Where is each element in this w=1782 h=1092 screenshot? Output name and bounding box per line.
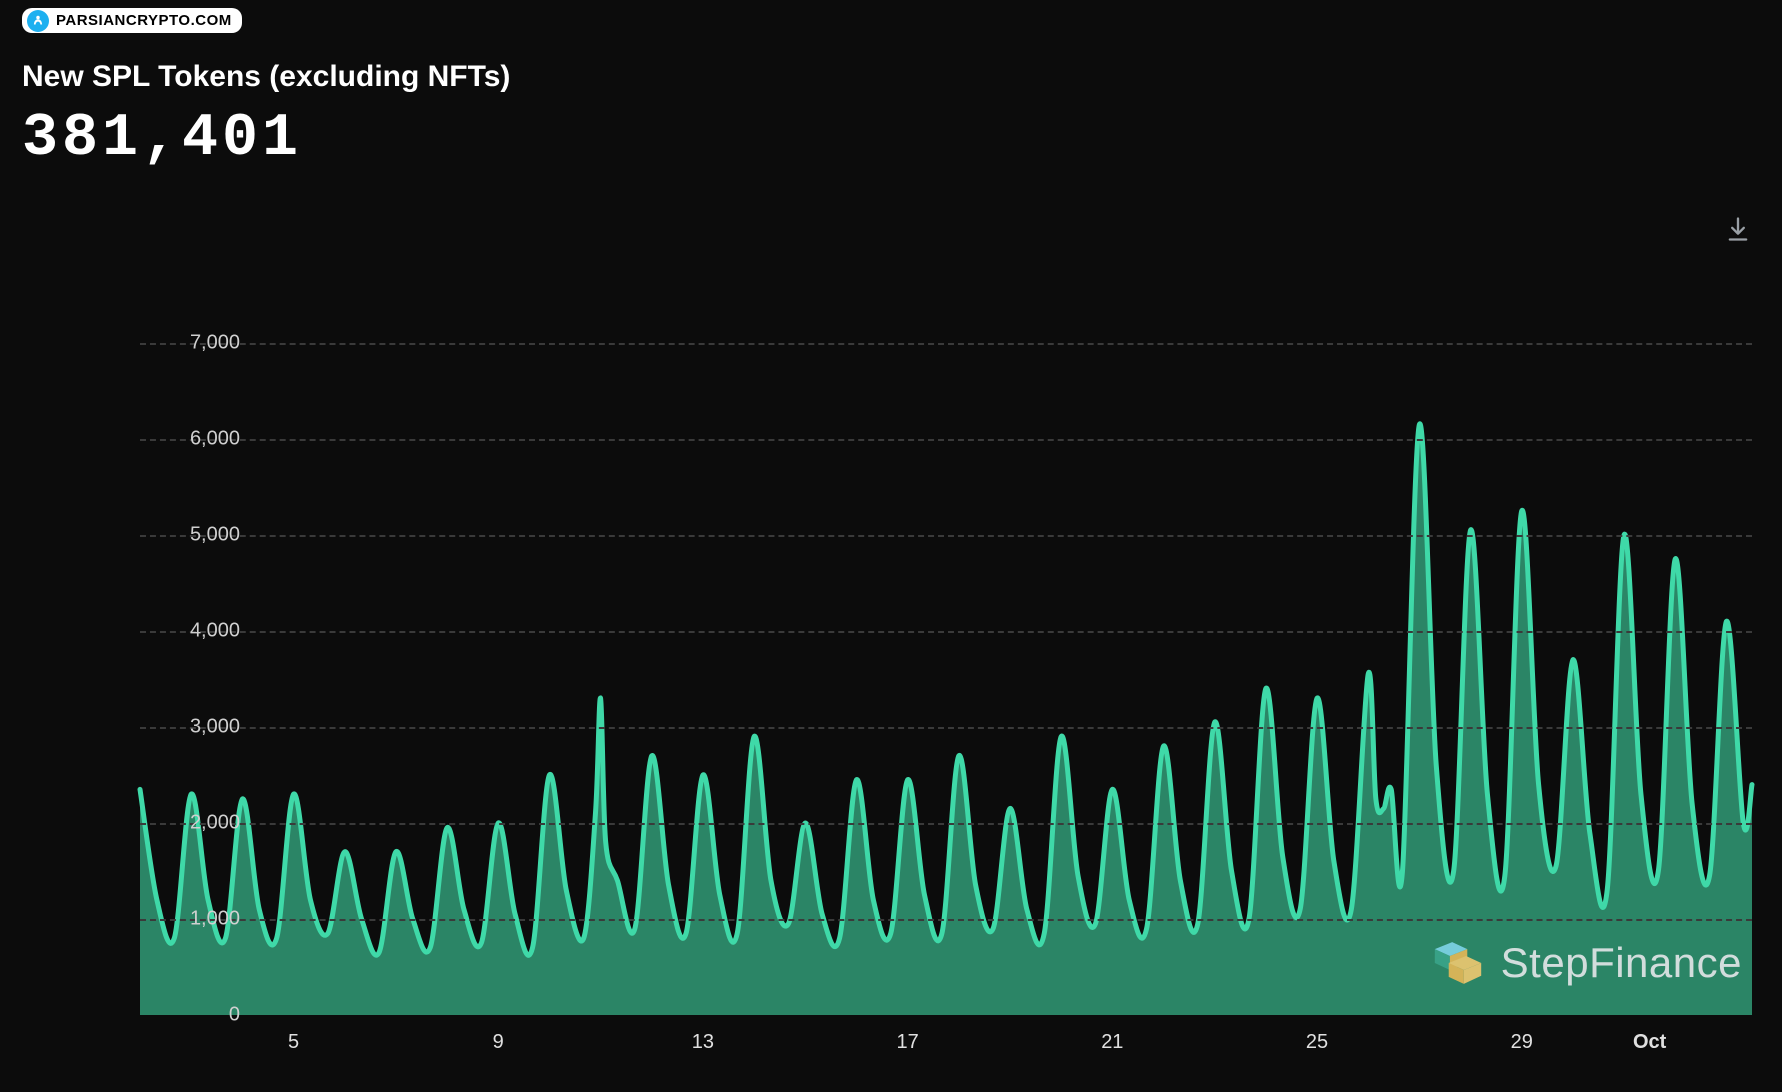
y-axis-tick-label: 6,000 xyxy=(150,428,240,451)
gridline xyxy=(140,343,1752,345)
y-axis-tick-label: 3,000 xyxy=(150,716,240,739)
chart-title: New SPL Tokens (excluding NFTs) xyxy=(22,60,510,94)
y-axis-tick-label: 7,000 xyxy=(150,332,240,355)
footer-brand-label: StepFinance xyxy=(1501,939,1742,987)
x-axis-tick-label: 17 xyxy=(896,1031,918,1054)
gridline xyxy=(140,727,1752,729)
gridline xyxy=(140,535,1752,537)
source-badge: PARSIANCRYPTO.COM xyxy=(22,8,242,33)
gridline xyxy=(140,439,1752,441)
x-axis-tick-label: 21 xyxy=(1101,1031,1123,1054)
badge-icon xyxy=(27,10,49,32)
x-axis-tick-label: 9 xyxy=(493,1031,504,1054)
gridline xyxy=(140,631,1752,633)
x-axis-tick-label: Oct xyxy=(1633,1031,1666,1054)
footer-brand: StepFinance xyxy=(1429,934,1742,992)
x-axis-tick-label: 5 xyxy=(288,1031,299,1054)
x-axis-tick-label: 29 xyxy=(1511,1031,1533,1054)
headline-metric: 381,401 xyxy=(22,105,302,173)
y-axis-tick-label: 2,000 xyxy=(150,812,240,835)
x-axis-tick-label: 13 xyxy=(692,1031,714,1054)
gridline xyxy=(140,823,1752,825)
download-icon[interactable] xyxy=(1724,215,1752,248)
gridline xyxy=(140,919,1752,921)
plot-area: 01,0002,0003,0004,0005,0006,0007,0005913… xyxy=(140,295,1752,1015)
stepfinance-logo-icon xyxy=(1429,934,1487,992)
x-axis-tick-label: 25 xyxy=(1306,1031,1328,1054)
y-axis-tick-label: 4,000 xyxy=(150,620,240,643)
area-chart-svg xyxy=(140,295,1752,1015)
y-axis-tick-label: 5,000 xyxy=(150,524,240,547)
y-axis-tick-label: 1,000 xyxy=(150,908,240,931)
y-axis-tick-label: 0 xyxy=(150,1004,240,1027)
badge-label: PARSIANCRYPTO.COM xyxy=(56,12,232,29)
